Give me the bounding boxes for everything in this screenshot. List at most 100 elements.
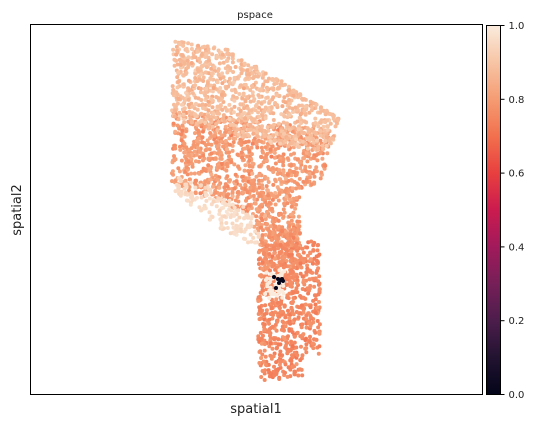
data-point [314, 270, 319, 275]
data-point [311, 243, 316, 248]
data-point [186, 119, 191, 124]
data-point [317, 252, 322, 257]
data-point [220, 52, 225, 57]
data-point [189, 61, 194, 65]
data-point [300, 246, 305, 251]
data-point [260, 186, 265, 191]
data-point [280, 319, 285, 324]
data-point [283, 176, 288, 181]
data-point [277, 177, 282, 182]
data-point [316, 292, 321, 297]
data-point [179, 158, 184, 163]
data-point [273, 179, 278, 184]
data-point [171, 121, 176, 126]
data-point [299, 121, 304, 125]
data-point [227, 154, 231, 159]
data-point [230, 194, 235, 199]
data-point [298, 261, 303, 266]
data-point [246, 240, 250, 245]
data-point [314, 169, 319, 174]
data-point [286, 220, 291, 225]
data-point [283, 100, 288, 105]
data-point [261, 333, 265, 338]
data-point [233, 172, 238, 177]
data-point [297, 252, 301, 257]
data-point [315, 260, 320, 264]
data-point [304, 342, 309, 347]
data-point [209, 151, 214, 156]
data-point [189, 171, 194, 176]
data-point [236, 199, 241, 204]
data-point [227, 52, 232, 57]
data-point [198, 86, 203, 91]
data-point [294, 186, 298, 191]
data-point [268, 285, 273, 290]
data-point [274, 131, 279, 136]
data-point [266, 165, 271, 169]
data-point [227, 202, 231, 207]
data-point [263, 71, 268, 76]
data-point [208, 61, 213, 66]
data-point [268, 124, 273, 129]
data-point [269, 272, 274, 277]
data-point [200, 140, 205, 145]
data-point [215, 104, 220, 109]
data-point [243, 182, 248, 187]
data-point [188, 180, 193, 185]
data-point [262, 134, 267, 138]
data-point [265, 282, 270, 287]
data-point [208, 187, 213, 192]
data-point [306, 129, 311, 134]
data-point [273, 256, 278, 261]
data-point [300, 353, 305, 358]
data-point [273, 310, 278, 315]
data-point [283, 345, 288, 350]
data-point [193, 71, 198, 76]
data-point [227, 198, 232, 203]
data-point [190, 120, 194, 125]
data-point [209, 66, 214, 71]
data-point [252, 117, 257, 122]
data-point [268, 353, 273, 358]
data-point [255, 145, 260, 150]
data-point [250, 93, 255, 98]
data-point [222, 214, 227, 219]
data-point [207, 58, 211, 63]
data-point [257, 114, 262, 119]
data-point [220, 71, 225, 76]
data-point [264, 308, 269, 313]
data-point [203, 179, 208, 184]
data-point [208, 117, 213, 122]
scatter-points [170, 39, 341, 382]
data-point [270, 230, 275, 235]
data-point [183, 150, 188, 155]
data-point [261, 228, 265, 233]
data-point [311, 140, 316, 145]
data-point [225, 47, 230, 52]
data-point [283, 264, 288, 269]
data-point [283, 370, 287, 375]
data-point [318, 133, 323, 138]
data-point [186, 41, 191, 46]
data-point [276, 146, 281, 150]
colorbar-tick-label: 0.4 [509, 242, 525, 253]
data-point [186, 78, 191, 83]
data-point [180, 107, 185, 112]
data-point [256, 250, 261, 255]
data-point [201, 106, 206, 111]
data-point [287, 316, 292, 321]
data-point [195, 79, 200, 84]
data-point [287, 101, 292, 106]
data-point [217, 212, 222, 217]
data-point [248, 127, 253, 132]
data-point [313, 302, 318, 307]
data-point [231, 136, 236, 141]
data-point [201, 153, 206, 158]
data-point [232, 213, 236, 218]
data-point [271, 118, 276, 122]
data-point [284, 247, 288, 252]
data-point [175, 123, 180, 128]
data-point [206, 47, 211, 52]
data-point [211, 46, 216, 51]
data-point [232, 75, 237, 80]
